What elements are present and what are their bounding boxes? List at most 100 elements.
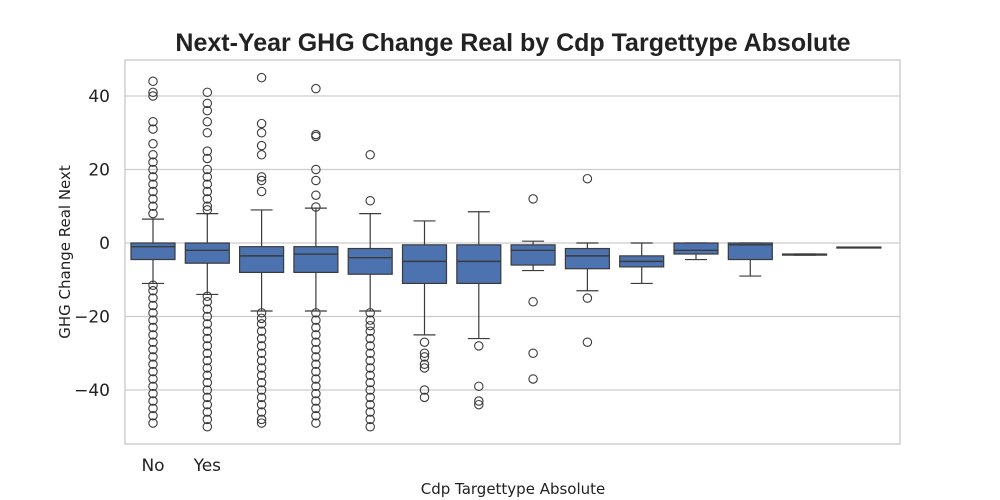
outlier-point bbox=[202, 164, 213, 175]
outlier-point bbox=[202, 319, 213, 329]
box bbox=[239, 246, 285, 274]
outlier-point bbox=[148, 344, 158, 355]
box-group bbox=[510, 194, 556, 384]
outlier-point bbox=[202, 341, 213, 351]
outlier-point bbox=[365, 370, 375, 381]
outlier-point bbox=[202, 186, 213, 197]
outlier-point bbox=[256, 377, 267, 388]
box-group bbox=[130, 76, 176, 428]
outlier-point bbox=[365, 392, 375, 403]
box bbox=[564, 247, 611, 270]
box-group bbox=[836, 246, 882, 249]
box bbox=[184, 242, 230, 264]
outlier-point bbox=[311, 418, 321, 428]
y-tick-label: 40 bbox=[88, 87, 110, 107]
outlier-point bbox=[311, 410, 321, 421]
box bbox=[293, 246, 339, 274]
outlier-point bbox=[256, 186, 267, 197]
outlier-point bbox=[474, 399, 484, 410]
y-tick-label: 0 bbox=[99, 234, 110, 254]
outlier-point bbox=[474, 381, 484, 392]
outlier-point bbox=[474, 396, 484, 406]
outlier-point bbox=[419, 337, 430, 347]
outlier-point bbox=[148, 308, 158, 318]
outlier-point bbox=[202, 385, 213, 395]
outlier-point bbox=[148, 381, 158, 392]
outlier-point bbox=[256, 319, 267, 329]
outlier-point bbox=[311, 352, 321, 362]
outlier-point bbox=[148, 208, 158, 219]
outlier-point bbox=[365, 308, 375, 318]
outlier-point bbox=[256, 363, 267, 373]
outlier-point bbox=[256, 370, 267, 381]
outlier-point bbox=[148, 337, 158, 347]
box bbox=[510, 244, 556, 266]
outlier-point bbox=[256, 355, 267, 366]
outlier-point bbox=[528, 348, 538, 358]
outlier-point bbox=[419, 385, 430, 395]
outlier-point bbox=[256, 175, 267, 186]
outlier-point bbox=[256, 418, 267, 428]
x-tick-label: Yes bbox=[193, 456, 222, 476]
x-tick-label: No bbox=[141, 456, 164, 476]
y-tick-label: −20 bbox=[74, 308, 110, 328]
x-axis-ticks: No Yes bbox=[141, 456, 221, 476]
outlier-point bbox=[202, 333, 213, 344]
outlier-point bbox=[311, 396, 321, 406]
box-group bbox=[293, 83, 339, 428]
outlier-point bbox=[256, 385, 267, 395]
y-axis-ticks: 40 20 0 −20 −40 bbox=[74, 87, 110, 401]
outlier-point bbox=[148, 374, 158, 384]
box-group bbox=[456, 211, 502, 410]
outlier-point bbox=[148, 359, 158, 370]
outlier-point bbox=[311, 308, 321, 318]
outlier-point bbox=[148, 186, 158, 197]
box bbox=[401, 244, 448, 285]
outlier-point bbox=[202, 297, 213, 307]
outlier-point bbox=[311, 374, 321, 384]
outlier-point bbox=[148, 124, 158, 134]
box-group bbox=[673, 242, 719, 261]
outlier-point bbox=[202, 128, 213, 138]
outlier-point bbox=[311, 190, 321, 200]
outlier-point bbox=[202, 153, 213, 164]
outlier-point bbox=[148, 286, 158, 296]
outlier-point bbox=[202, 414, 213, 425]
box-group bbox=[781, 253, 828, 256]
outlier-point bbox=[365, 341, 375, 351]
outlier-point bbox=[148, 322, 158, 333]
outlier-point bbox=[582, 337, 593, 347]
box bbox=[456, 244, 502, 285]
outlier-point bbox=[202, 399, 213, 410]
outlier-point bbox=[202, 355, 213, 366]
outlier-point bbox=[311, 131, 321, 142]
outlier-point bbox=[148, 179, 158, 189]
box-group bbox=[347, 150, 393, 432]
outlier-point bbox=[148, 330, 158, 340]
outlier-point bbox=[256, 348, 267, 358]
y-axis-label: GHG Change Real Next bbox=[56, 165, 74, 339]
outlier-point bbox=[311, 164, 321, 175]
outlier-point bbox=[148, 201, 158, 212]
chart-title: Next-Year GHG Change Real by Cdp Targett… bbox=[175, 29, 850, 57]
outlier-point bbox=[311, 315, 321, 325]
outlier-point bbox=[365, 355, 375, 366]
box-group bbox=[619, 242, 665, 285]
outlier-point bbox=[202, 179, 213, 189]
outlier-point bbox=[365, 333, 375, 344]
outlier-point bbox=[311, 83, 321, 94]
outlier-point bbox=[311, 330, 321, 340]
outlier-point bbox=[419, 352, 430, 362]
outlier-point bbox=[202, 201, 213, 212]
outlier-point bbox=[419, 392, 430, 403]
outlier-point bbox=[365, 326, 375, 336]
outlier-point bbox=[365, 399, 375, 410]
outlier-point bbox=[148, 418, 158, 428]
box bbox=[347, 247, 393, 275]
outlier-point bbox=[148, 293, 158, 303]
outlier-point bbox=[365, 315, 375, 325]
outlier-point bbox=[148, 116, 158, 127]
outlier-point bbox=[202, 363, 213, 373]
outlier-point bbox=[311, 344, 321, 355]
outlier-point bbox=[202, 407, 213, 417]
